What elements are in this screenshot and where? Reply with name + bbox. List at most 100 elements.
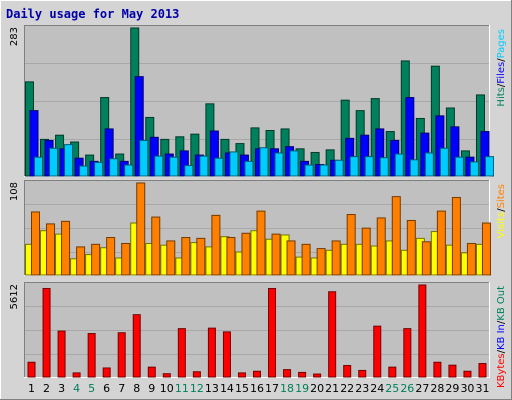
bar-pages-day-22 [349,156,359,177]
bar-sites-day-3 [61,220,71,276]
bar-pages-day-20 [319,164,329,177]
bar-kbytes-day-15 [237,372,246,378]
day-label-20: 20 [310,382,324,395]
bar-sites-day-29 [451,196,461,276]
bar-sites-day-11 [181,237,191,276]
bar-sites-day-1 [31,211,40,276]
bar-pages-day-9 [154,155,164,177]
bar-sites-day-26 [406,219,416,276]
bar-kbytes-day-10 [162,373,171,378]
bar-kbytes-day-19 [298,371,307,378]
panel-visits: 108 Visits/Sites [9,180,507,276]
bar-pages-day-25 [394,153,404,177]
bar-kbytes-day-18 [283,369,292,378]
bar-kbytes-day-11 [177,328,186,378]
day-label-26: 26 [400,382,414,395]
bar-kbytes-day-26 [403,328,412,378]
bar-pages-day-3 [64,144,74,177]
legend-pages: Pages [496,29,507,58]
bar-sites-day-16 [256,210,266,276]
bar-kbytes-day-28 [433,361,442,378]
bar-sites-day-8 [136,182,146,276]
day-label-9: 9 [148,382,155,395]
bar-pages-day-13 [214,157,224,177]
day-label-10: 10 [160,382,174,395]
bar-sites-day-15 [241,232,251,276]
bar-sites-day-7 [121,242,131,276]
bar-sites-day-12 [196,237,206,276]
bar-pages-day-16 [259,147,269,177]
bar-pages-day-23 [364,156,374,177]
day-label-27: 27 [415,382,429,395]
legend-separator: / [496,320,507,324]
bar-kbytes-day-12 [192,371,201,378]
bar-sites-day-14 [226,237,236,276]
day-label-5: 5 [88,382,95,395]
day-label-7: 7 [118,382,125,395]
legend-separator: / [496,208,507,212]
legend-kb-in: KB In [496,324,507,350]
bar-pages-day-31 [484,156,494,177]
bar-kbytes-day-31 [478,363,487,378]
bar-kbytes-day-22 [343,365,352,378]
bar-kbytes-day-8 [132,314,141,378]
day-label-6: 6 [103,382,110,395]
bar-pages-day-27 [424,152,434,177]
bar-sites-day-2 [46,223,56,276]
bar-sites-day-17 [271,233,281,276]
bar-kbytes-day-25 [388,366,397,378]
bar-kbytes-day-16 [253,370,261,378]
day-label-23: 23 [355,382,369,395]
legend-sites: Sites [496,184,507,208]
bar-sites-day-19 [301,243,311,276]
bar-sites-day-10 [166,240,176,276]
bar-sites-day-22 [346,214,356,276]
legend-kbytes: KBytes [496,353,507,388]
bar-kbytes-day-13 [207,327,216,378]
day-label-1: 1 [28,382,35,395]
bar-kbytes-day-9 [147,366,156,378]
bar-kbytes-day-27 [418,284,427,378]
day-label-12: 12 [190,382,204,395]
bar-sites-day-24 [376,217,386,276]
bar-kbytes-day-7 [117,332,126,378]
day-label-31: 31 [475,382,489,395]
legend-kb-out: KB Out [496,286,507,321]
bar-kbytes-day-24 [373,325,382,378]
panel-hits-ymax-label: 283 [9,27,20,46]
bar-pages-day-30 [469,161,479,177]
day-axis: 1 2 3 4 5 6 7 8 9 10 11 12 13 14 15 16 17 18 19 20 21 22 23 24 2… [28,382,489,395]
bar-kbytes-day-5 [87,333,96,378]
bar-pages-day-26 [409,159,419,177]
bar-sites-day-23 [361,227,371,276]
bar-pages-day-24 [379,157,389,177]
bar-sites-day-21 [331,240,341,276]
bar-pages-day-14 [229,151,239,177]
bar-kbytes-day-14 [222,331,231,378]
bar-sites-day-4 [76,246,86,276]
bar-kbytes-day-21 [328,291,337,378]
bar-kbytes-day-20 [313,373,322,378]
bar-kbytes-day-2 [42,287,51,378]
day-label-25: 25 [385,382,399,395]
day-label-11: 11 [175,382,189,395]
bar-pages-day-1 [34,156,43,177]
day-label-2: 2 [43,382,50,395]
bar-sites-day-30 [466,242,476,276]
legend-hits: Hits [496,87,507,106]
panel-kbytes-ymax-label: 5612 [9,284,20,309]
panel-visits-legend: Visits/Sites [496,184,507,238]
bar-sites-day-5 [91,243,101,276]
day-label-28: 28 [430,382,444,395]
bar-sites-day-25 [391,196,401,276]
chart-title: Daily usage for May 2013 [6,7,179,21]
day-label-21: 21 [325,382,339,395]
bar-sites-day-18 [286,240,296,276]
legend-separator: / [496,58,507,62]
day-label-30: 30 [460,382,474,395]
bar-kbytes-day-17 [268,287,277,378]
bar-kbytes-day-23 [358,369,367,378]
bar-sites-day-27 [421,241,431,276]
